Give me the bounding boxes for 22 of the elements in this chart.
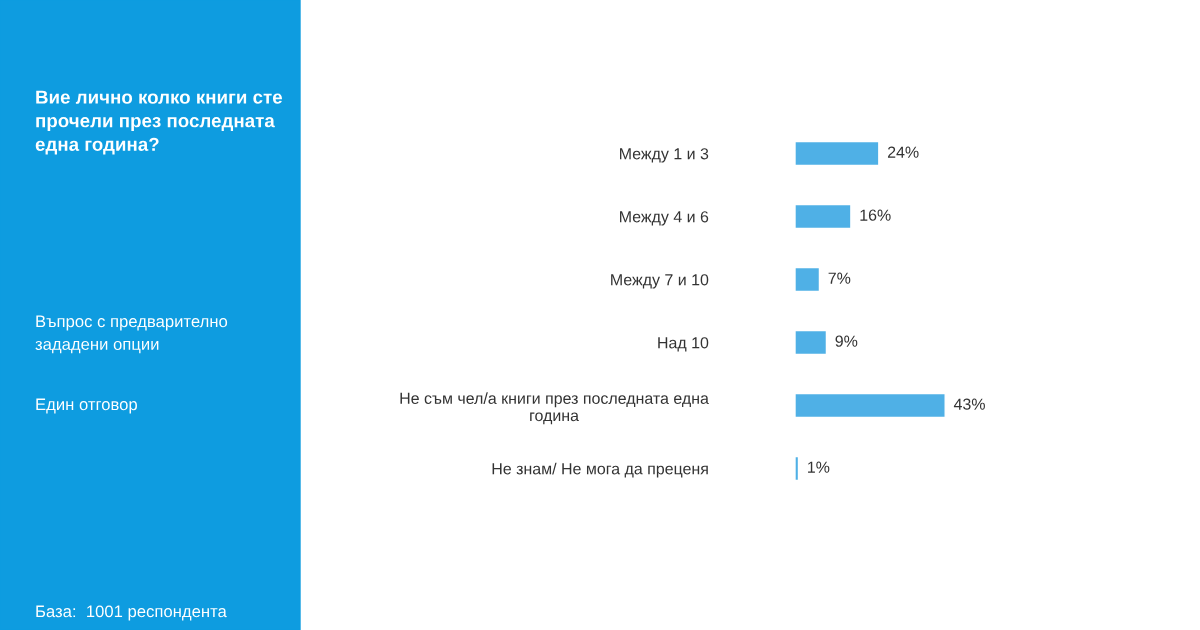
y-tick-label: Между 4 и 6: [620, 211, 709, 226]
y-tick-label: Над 10: [658, 337, 709, 352]
bar: [795, 266, 821, 293]
bar: [795, 329, 828, 356]
text: Вие лично колко книги сте прочели през последната една година?: [35, 90, 283, 155]
bar: [795, 392, 946, 419]
text: Въпрос с предварително зададени опции: [35, 315, 228, 354]
data-label: 1%: [808, 461, 830, 473]
y-tick-label: Не съм чел/а книги през последната една година: [400, 392, 709, 425]
text: Един отговор: [36, 398, 137, 414]
data-label: 24%: [887, 146, 919, 158]
bar: [795, 140, 880, 167]
y-tick-label: Между 1 и 3: [620, 148, 709, 163]
data-label: 16%: [860, 209, 891, 221]
text: База: 1001 респондента: [36, 605, 227, 621]
data-label: 43%: [953, 398, 985, 410]
y-tick-label: Не знам/ Не мога да преценя: [492, 462, 708, 478]
y-tick-label: Между 7 и 10: [611, 274, 709, 289]
data-label: 9%: [835, 335, 858, 347]
bar: [795, 203, 852, 230]
bar: [795, 455, 800, 482]
data-label: 7%: [828, 272, 851, 284]
